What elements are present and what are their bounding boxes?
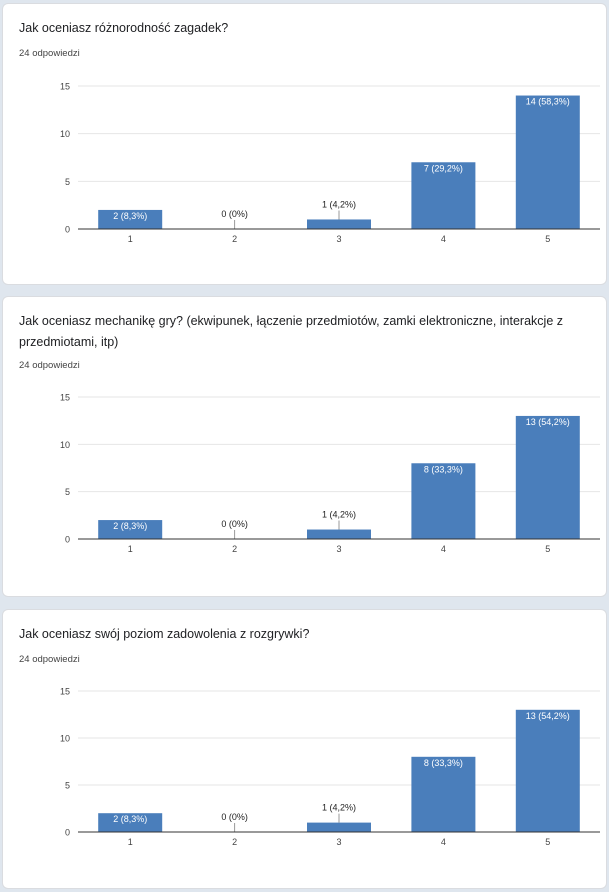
x-tick-label: 4 (441, 837, 446, 847)
data-label: 1 (4,2%) (322, 803, 356, 813)
data-label: 0 (0%) (221, 812, 248, 822)
y-tick-label: 0 (65, 828, 70, 838)
x-tick-label: 1 (128, 544, 133, 554)
y-tick-label: 5 (65, 487, 70, 497)
bar (411, 162, 476, 229)
x-tick-label: 1 (128, 234, 133, 244)
bar (515, 709, 580, 832)
y-tick-label: 5 (65, 177, 70, 187)
y-tick-label: 10 (60, 129, 70, 139)
response-count: 24 odpowiedzi (19, 654, 80, 665)
x-tick-label: 5 (545, 837, 550, 847)
data-label: 13 (54,2%) (526, 417, 570, 427)
question-card-1: Jak oceniasz różnorodność zagadek? 24 od… (2, 3, 607, 285)
y-tick-label: 15 (60, 687, 70, 697)
data-label: 0 (0%) (221, 519, 248, 529)
response-count: 24 odpowiedzi (19, 48, 80, 59)
x-tick-label: 5 (545, 544, 550, 554)
x-tick-label: 3 (336, 234, 341, 244)
x-tick-label: 4 (441, 544, 446, 554)
x-tick-label: 3 (336, 544, 341, 554)
bar (98, 520, 163, 539)
data-label: 7 (29,2%) (424, 163, 463, 173)
data-label: 2 (8,3%) (113, 211, 147, 221)
question-title: Jak oceniasz swój poziom zadowolenia z r… (19, 627, 310, 641)
bar (98, 813, 163, 832)
bar (411, 463, 476, 539)
x-tick-label: 2 (232, 837, 237, 847)
bar (515, 415, 580, 539)
x-tick-label: 1 (128, 837, 133, 847)
x-tick-label: 2 (232, 234, 237, 244)
y-tick-label: 15 (60, 393, 70, 403)
data-label: 2 (8,3%) (113, 814, 147, 824)
data-label: 8 (33,3%) (424, 758, 463, 768)
bar (307, 529, 371, 539)
data-label: 1 (4,2%) (322, 510, 356, 520)
y-tick-label: 5 (65, 781, 70, 791)
bar (515, 95, 580, 230)
bar-chart: 0 5 10 15 2 (8,3%) 1 0 (0%) 2 1 (4,2%) 3 7 (29,2%)… (60, 82, 600, 244)
y-tick-label: 0 (65, 535, 70, 545)
question-card-2: Jak oceniasz mechanikę gry? (ekwipunek, … (2, 296, 607, 597)
data-label: 2 (8,3%) (113, 521, 147, 531)
y-tick-label: 15 (60, 82, 70, 92)
x-tick-label: 2 (232, 544, 237, 554)
data-label: 8 (33,3%) (424, 464, 463, 474)
data-label: 14 (58,3%) (526, 97, 570, 107)
response-count: 24 odpowiedzi (19, 360, 80, 371)
x-tick-label: 5 (545, 234, 550, 244)
data-label: 1 (4,2%) (322, 199, 356, 209)
bar (307, 822, 371, 832)
bar-chart: 0 5 10 15 2 (8,3%) 1 0 (0%) 2 1 (4,2%) 3 8 (33,3%)… (60, 687, 600, 847)
y-tick-label: 10 (60, 734, 70, 744)
bar-chart: 0 5 10 15 2 (8,3%) 1 0 (0%) 2 1 (4,2%) 3 8 (33,3%)… (60, 393, 600, 554)
question-title: Jak oceniasz mechanikę gry? (ekwipunek, … (19, 314, 564, 349)
bar (411, 756, 476, 832)
bar (307, 219, 371, 229)
data-label: 0 (0%) (221, 209, 248, 219)
data-label: 13 (54,2%) (526, 711, 570, 721)
question-title: Jak oceniasz różnorodność zagadek? (19, 21, 229, 35)
y-tick-label: 10 (60, 440, 70, 450)
bar (98, 209, 163, 229)
x-tick-label: 4 (441, 234, 446, 244)
x-tick-label: 3 (336, 837, 341, 847)
y-tick-label: 0 (65, 225, 70, 235)
question-card-3: Jak oceniasz swój poziom zadowolenia z r… (2, 609, 607, 889)
